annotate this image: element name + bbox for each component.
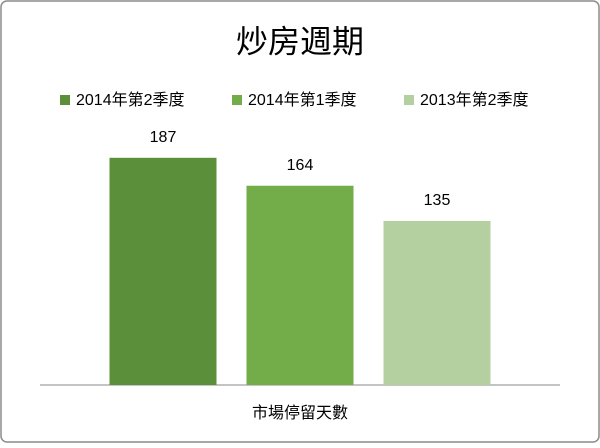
- legend-swatch: [232, 95, 242, 105]
- chart-title: 炒房週期: [236, 23, 364, 59]
- x-tick-label: 市場停留天數: [252, 404, 348, 422]
- data-label: 187: [150, 129, 177, 146]
- legend-label: 2014年第1季度: [248, 91, 357, 109]
- legend-label: 2013年第2季度: [420, 91, 529, 109]
- legend-swatch: [404, 95, 414, 105]
- legend-swatch: [60, 95, 70, 105]
- data-label: 164: [287, 157, 314, 174]
- data-label: 135: [424, 192, 451, 209]
- bar: [109, 157, 217, 385]
- bar: [383, 220, 491, 385]
- bar: [246, 185, 354, 385]
- legend-label: 2014年第2季度: [76, 91, 185, 109]
